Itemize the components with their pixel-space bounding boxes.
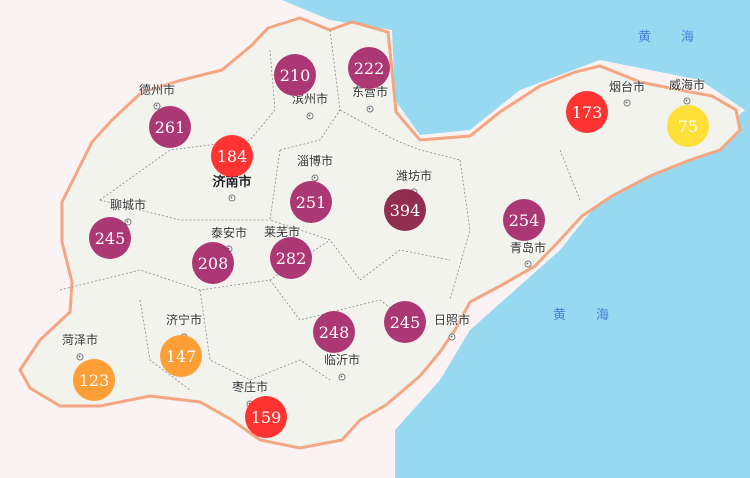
aqi-bubble[interactable]: 159 bbox=[245, 396, 287, 438]
city-label: 莱芜市 bbox=[263, 225, 301, 239]
aqi-bubble[interactable]: 282 bbox=[270, 237, 312, 279]
sea-label-yellow-sea-south: 黄海 bbox=[553, 304, 609, 323]
city-marker-icon bbox=[306, 112, 314, 120]
aqi-bubble[interactable]: 75 bbox=[667, 105, 709, 147]
city-marker-icon bbox=[524, 260, 532, 268]
city-marker-icon bbox=[228, 194, 236, 202]
city-label: 威海市 bbox=[668, 78, 706, 92]
city-label: 临沂市 bbox=[323, 353, 361, 367]
aqi-bubble[interactable]: 245 bbox=[89, 217, 131, 259]
aqi-bubble[interactable]: 173 bbox=[566, 91, 608, 133]
sea-label-char: 黄 bbox=[553, 308, 567, 323]
aqi-bubble[interactable]: 261 bbox=[149, 106, 191, 148]
city-label: 滨州市 bbox=[291, 92, 329, 106]
sea-label-char: 海 bbox=[596, 308, 610, 323]
city-label: 淄博市 bbox=[296, 154, 334, 168]
aqi-bubble[interactable]: 208 bbox=[192, 242, 234, 284]
city-label: 济宁市 bbox=[165, 313, 203, 327]
aqi-bubble[interactable]: 394 bbox=[384, 189, 426, 231]
city-marker-icon bbox=[448, 333, 456, 341]
city-label: 潍坊市 bbox=[395, 169, 433, 183]
city-label: 日照市 bbox=[433, 313, 471, 327]
city-label: 东营市 bbox=[351, 85, 389, 99]
sea-label-char: 黄 bbox=[638, 30, 652, 45]
city-label: 烟台市 bbox=[608, 80, 646, 94]
aqi-bubble[interactable]: 123 bbox=[73, 359, 115, 401]
city-label: 青岛市 bbox=[509, 241, 547, 255]
aqi-bubble[interactable]: 254 bbox=[503, 199, 545, 241]
city-marker-icon bbox=[366, 105, 374, 113]
city-label: 菏泽市 bbox=[61, 333, 99, 347]
sea-label-yellow-sea-north: 黄海 bbox=[638, 26, 694, 45]
aqi-bubble[interactable]: 245 bbox=[384, 301, 426, 343]
city-label: 聊城市 bbox=[109, 198, 147, 212]
aqi-bubble[interactable]: 147 bbox=[160, 335, 202, 377]
city-marker-icon bbox=[683, 97, 691, 105]
city-marker-icon bbox=[623, 99, 631, 107]
city-label: 泰安市 bbox=[210, 226, 248, 240]
aqi-bubble[interactable]: 210 bbox=[274, 54, 316, 96]
shandong-province bbox=[18, 16, 742, 450]
city-label: 济南市 bbox=[212, 175, 252, 190]
aqi-bubble[interactable]: 184 bbox=[211, 135, 253, 177]
aqi-bubble[interactable]: 251 bbox=[290, 181, 332, 223]
aqi-bubble[interactable]: 222 bbox=[348, 47, 390, 89]
sea-label-char: 海 bbox=[681, 30, 695, 45]
city-marker-icon bbox=[124, 218, 132, 226]
sea-area bbox=[282, 0, 750, 478]
city-label: 德州市 bbox=[138, 83, 176, 97]
city-label: 枣庄市 bbox=[231, 380, 269, 394]
city-marker-icon bbox=[76, 353, 84, 361]
aqi-bubble[interactable]: 248 bbox=[313, 311, 355, 353]
city-marker-icon bbox=[338, 373, 346, 381]
